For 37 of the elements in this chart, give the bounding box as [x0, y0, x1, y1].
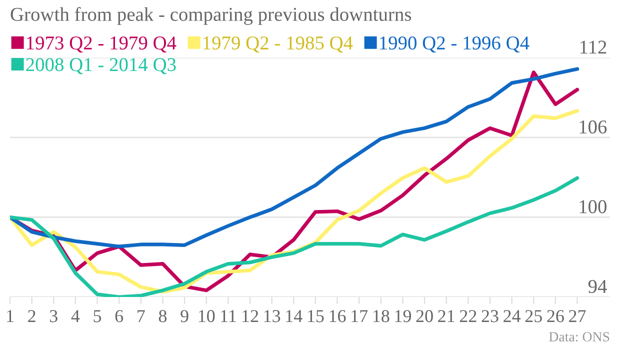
legend-label: 1979 Q2 - 1985 Q4	[204, 36, 353, 53]
x-tick-label: 18	[373, 310, 390, 322]
x-tick-label: 23	[482, 310, 498, 322]
x-tick-label: 7	[138, 310, 145, 322]
text: Data: ONS	[549, 332, 610, 342]
x-tick-label: 22	[460, 310, 476, 322]
x-tick-label: 14	[286, 310, 302, 322]
x-tick-label: 27	[569, 310, 586, 322]
x-tick-label: 11	[221, 310, 236, 322]
x-tick-label: 24	[504, 310, 521, 322]
x-tick-label: 10	[198, 310, 215, 322]
x-tick-label: 20	[416, 310, 433, 322]
x-tick-label: 3	[50, 310, 58, 322]
chart-title: Growth from peak - comparing previous downturns	[10, 7, 412, 25]
x-tick-label: 4	[71, 310, 80, 322]
y-tick-label: 100	[580, 200, 606, 214]
x-tick-label: 2	[28, 310, 36, 322]
legend-label: 1973 Q2 - 1979 Q4	[27, 36, 176, 53]
y-tick-label: 112	[580, 40, 606, 54]
legend-label: 2008 Q1 - 2014 Q3	[26, 58, 176, 74]
x-tick-label: 19	[395, 310, 412, 322]
x-tick-label: 16	[330, 310, 346, 322]
x-tick-label: 1	[7, 310, 14, 322]
x-tick-label: 6	[115, 310, 124, 322]
x-tick-label: 25	[525, 310, 542, 322]
x-tick-label: 8	[158, 310, 167, 322]
y-tick-label: 106	[580, 120, 607, 134]
x-tick-label: 12	[242, 310, 258, 322]
x-tick-label: 15	[308, 310, 324, 322]
x-tick-label: 5	[94, 310, 102, 322]
x-tick-label: 21	[438, 310, 454, 322]
y-tick-label: 94	[588, 280, 607, 294]
legend-label: 1990 Q2 - 1996 Q4	[380, 36, 530, 53]
x-tick-label: 17	[352, 310, 368, 322]
x-tick-label: 26	[547, 310, 564, 322]
x-tick-label: 13	[264, 310, 280, 322]
x-tick-label: 9	[180, 310, 188, 322]
